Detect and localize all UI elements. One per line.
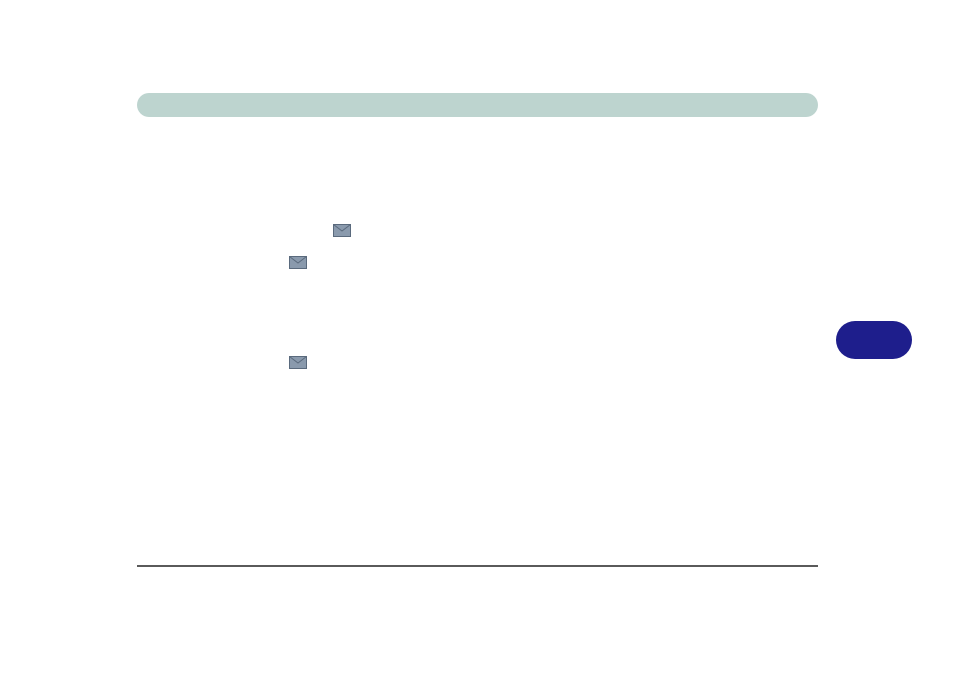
mail-icon xyxy=(289,256,307,269)
header-bar xyxy=(137,93,818,117)
contact-row xyxy=(289,356,307,369)
mail-icon xyxy=(333,224,351,237)
contact-row xyxy=(333,224,351,237)
mail-icon xyxy=(289,356,307,369)
contact-row xyxy=(289,256,307,269)
action-button[interactable] xyxy=(836,321,912,359)
footer-divider xyxy=(137,565,818,567)
